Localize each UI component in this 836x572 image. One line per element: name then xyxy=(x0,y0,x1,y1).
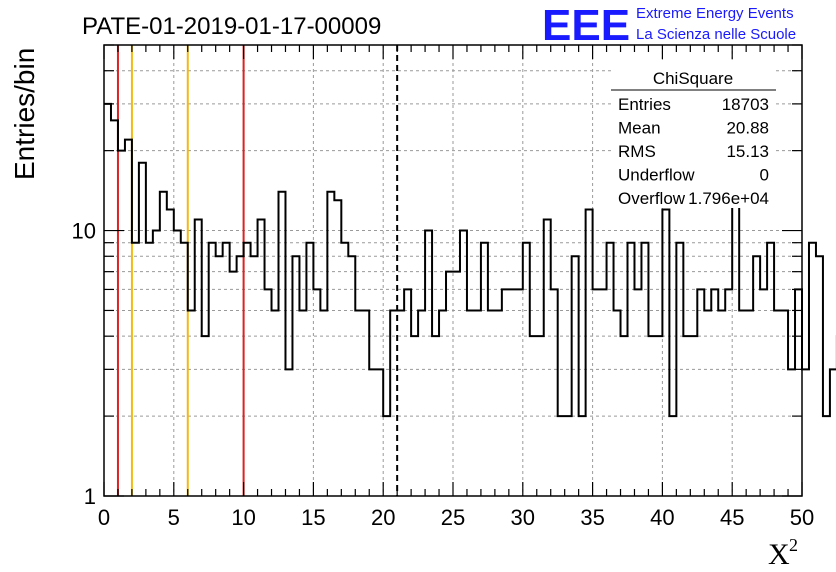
stats-row-value: 15.13 xyxy=(726,142,769,161)
plot-frame xyxy=(103,44,803,497)
x-tick-label: 40 xyxy=(650,505,674,530)
stats-row-value: 1.796e+04 xyxy=(688,189,769,208)
stats-row-label: Underflow xyxy=(618,166,695,185)
x-tick-label: 5 xyxy=(168,505,180,530)
x-tick-label: 30 xyxy=(511,505,535,530)
x-axis-label-base: X xyxy=(768,538,790,571)
stats-row-value: 18703 xyxy=(722,95,769,114)
x-tick-label: 50 xyxy=(790,505,814,530)
x-tick-label: 10 xyxy=(231,505,255,530)
x-tick-labels: 0 5 10 15 20 25 30 35 40 45 50 xyxy=(98,505,814,530)
eee-logo-mark: EEE xyxy=(542,1,630,50)
y-tick-labels: 1 10 xyxy=(72,219,96,509)
histogram-outline xyxy=(104,102,836,418)
logo-line-1: Extreme Energy Events xyxy=(636,5,794,22)
y-tick-label: 10 xyxy=(72,219,96,244)
stats-row-value: 0 xyxy=(760,166,769,185)
stats-row-label: Overflow xyxy=(618,189,686,208)
x-tick-label: 15 xyxy=(301,505,325,530)
x-axis-label-superscript: 2 xyxy=(789,535,798,555)
threshold-lines xyxy=(116,45,399,496)
stats-row-value: 20.88 xyxy=(726,119,769,138)
stats-row-label: RMS xyxy=(618,142,656,161)
stats-row-label: Entries xyxy=(618,95,671,114)
stats-row-label: Mean xyxy=(618,119,661,138)
x-axis-label: X 2 xyxy=(768,535,798,571)
stats-rows: Entries 18703 Mean 20.88 RMS 15.13 Underflow 0 O… xyxy=(618,95,769,208)
x-tick-label: 35 xyxy=(580,505,604,530)
chart-title: PATE-01-2019-01-17-00009 xyxy=(82,13,381,40)
y-axis-label: Entries/bin xyxy=(9,48,40,180)
x-tick-label: 45 xyxy=(720,505,744,530)
stats-title: ChiSquare xyxy=(653,69,733,88)
eee-logo: EEE Extreme Energy Events La Scienza nel… xyxy=(542,1,796,50)
x-tick-label: 25 xyxy=(441,505,465,530)
logo-line-2: La Scienza nelle Scuole xyxy=(636,26,796,43)
x-tick-label: 20 xyxy=(371,505,395,530)
x-tick-label: 0 xyxy=(98,505,110,530)
stats-box-background xyxy=(611,62,776,208)
stats-box: ChiSquare Entries 18703 Mean 20.88 RMS 15.13 U… xyxy=(611,62,776,208)
y-tick-label: 1 xyxy=(84,484,96,509)
